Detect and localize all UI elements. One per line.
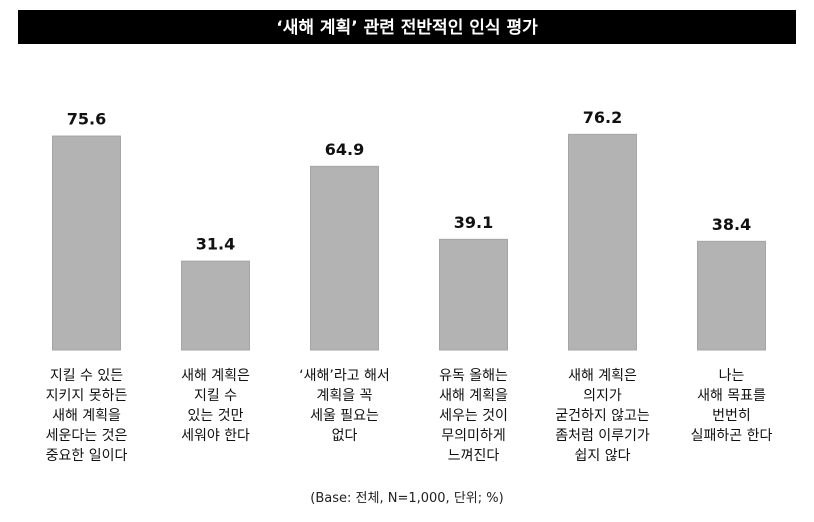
bar xyxy=(52,135,121,351)
chart-title: ‘새해 계획’ 관련 전반적인 인식 평가 xyxy=(276,18,538,38)
category-label: 유독 올해는 새해 계획을 세우는 것이 무의미하게 느껴진다 xyxy=(439,368,508,464)
value-label: 38.4 xyxy=(712,215,751,234)
bar xyxy=(697,240,766,351)
value-label: 31.4 xyxy=(196,235,235,254)
note: (Base: 전체, N=1,000, 단위; %) xyxy=(310,491,504,506)
bar xyxy=(181,260,250,351)
value-label: 76.2 xyxy=(583,108,622,127)
category-label: 지킬 수 있든 지키지 못하든 새해 계획을 세운다는 것은 중요한 일이다 xyxy=(45,368,128,464)
bar xyxy=(310,165,379,351)
title-bar xyxy=(18,10,796,44)
value-label: 39.1 xyxy=(454,213,493,232)
bar xyxy=(439,238,508,351)
category-label: 새해 계획은 지킬 수 있는 것만 세워야 한다 xyxy=(181,368,250,444)
value-label: 75.6 xyxy=(67,110,106,129)
category-label: 새해 계획은 의지가 굳건하지 않고는 좀처럼 이루기가 쉽지 않다 xyxy=(555,368,650,464)
bar xyxy=(568,133,637,351)
value-label: 64.9 xyxy=(325,140,364,159)
category-label: 나는 새해 목표를 번번히 실패하곤 한다 xyxy=(690,368,773,444)
category-label: ‘새해’라고 해서 계획을 꼭 세울 필요는 없다 xyxy=(299,368,390,444)
